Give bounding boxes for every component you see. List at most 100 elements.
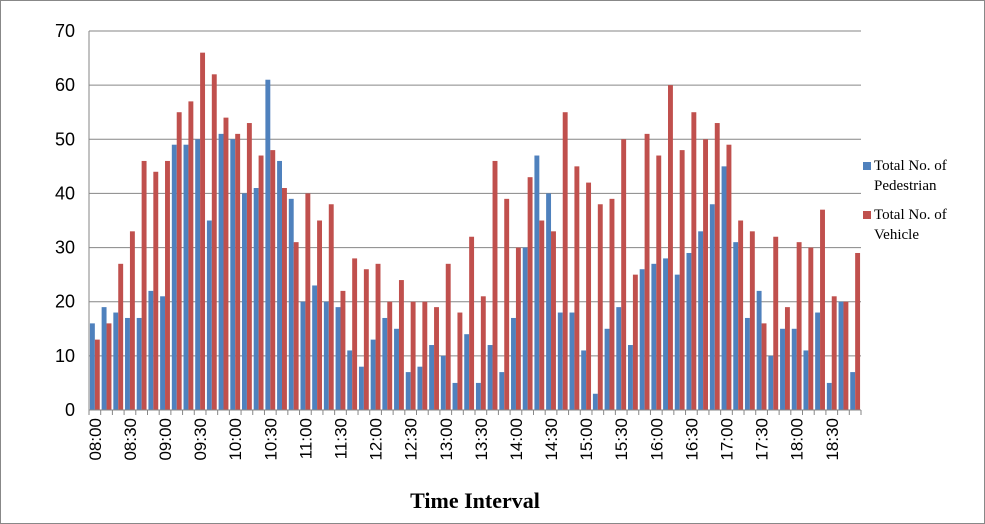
x-tick-label: 12:00: [367, 418, 386, 461]
bar: [843, 301, 849, 410]
bar: [223, 117, 229, 410]
bar: [527, 177, 533, 410]
bar: [235, 133, 241, 410]
bar: [323, 301, 329, 410]
x-tick-label: 18:30: [823, 418, 842, 461]
bar: [429, 345, 435, 410]
bar: [241, 193, 247, 410]
bar: [831, 296, 837, 410]
bar: [370, 339, 376, 410]
bar: [218, 133, 224, 410]
bar: [738, 220, 744, 410]
y-tick-label: 50: [55, 129, 75, 149]
bar: [94, 339, 100, 410]
bar: [125, 317, 130, 410]
bar: [211, 74, 217, 411]
bar: [621, 139, 627, 411]
bar: [749, 231, 755, 410]
legend-item: Total No. of Pedestrian: [863, 156, 984, 196]
bar: [815, 312, 821, 410]
legend: Total No. of Pedestrian Total No. of Vehi…: [863, 156, 984, 254]
bar: [574, 166, 580, 410]
bar: [644, 133, 650, 410]
x-tick-label: 11:30: [331, 418, 350, 459]
bar: [206, 220, 212, 410]
bar: [293, 242, 299, 410]
bar: [270, 150, 276, 410]
bar: [265, 79, 271, 410]
bar: [796, 242, 802, 410]
bar: [382, 317, 388, 410]
x-tick-label: 09:00: [156, 418, 175, 461]
bar: [160, 296, 166, 410]
bar: [632, 274, 638, 410]
x-tick-label: 14:00: [507, 418, 526, 461]
x-tick-label: 11:00: [296, 418, 315, 459]
bar: [195, 139, 201, 411]
bar: [246, 123, 252, 411]
bar: [129, 231, 135, 410]
bar: [709, 204, 715, 410]
x-tick-label: 14:30: [542, 418, 561, 461]
bar: [691, 112, 697, 410]
bar: [363, 269, 369, 410]
bar: [282, 188, 287, 410]
bar: [499, 372, 505, 410]
bar: [328, 204, 334, 410]
bar: [277, 160, 282, 410]
bar: [850, 372, 856, 410]
y-tick-label: 20: [55, 292, 75, 312]
bar: [480, 296, 486, 410]
bar: [464, 334, 470, 410]
legend-swatch: [863, 162, 871, 170]
bar: [721, 166, 727, 410]
bar: [522, 247, 528, 410]
legend-swatch: [863, 211, 871, 219]
x-tick-label: 08:00: [86, 418, 105, 461]
legend-item: Total No. of Vehicle: [863, 205, 984, 245]
x-tick-label: 08:30: [121, 418, 140, 461]
bar: [317, 220, 323, 410]
bar: [398, 280, 404, 410]
x-tick-label: 13:00: [437, 418, 456, 461]
bar: [546, 193, 552, 410]
bar: [475, 382, 481, 410]
bar: [457, 312, 463, 410]
bar: [569, 312, 575, 410]
bar: [258, 155, 264, 410]
y-tick-label: 60: [55, 75, 75, 95]
bar: [557, 312, 563, 410]
bar: [551, 231, 556, 410]
bar: [780, 328, 785, 410]
bar: [188, 101, 194, 410]
bar: [253, 188, 259, 410]
bar: [335, 307, 341, 410]
bar: [101, 307, 107, 410]
bar: [165, 160, 170, 410]
bar: [312, 285, 318, 410]
bar: [440, 355, 446, 410]
x-tick-label: 10:30: [261, 418, 280, 461]
bar: [300, 301, 306, 410]
bar: [410, 301, 416, 410]
bar: [153, 171, 159, 410]
y-tick-label: 30: [55, 238, 75, 258]
bar: [756, 290, 762, 410]
bar: [352, 258, 358, 410]
bar: [141, 160, 147, 410]
x-tick-label: 15:30: [612, 418, 631, 461]
x-tick-label: 15:00: [577, 418, 596, 461]
bar: [176, 112, 182, 410]
x-tick-label: 18:00: [788, 418, 807, 461]
bar: [511, 317, 516, 410]
bar: [639, 269, 645, 410]
x-axis-title: Time Interval: [410, 488, 540, 513]
bar: [668, 85, 673, 411]
bar: [826, 382, 832, 410]
bar: [744, 317, 750, 410]
x-tick-label: 17:00: [717, 418, 736, 461]
bar: [539, 220, 545, 410]
bar: [200, 52, 206, 411]
bar: [534, 155, 540, 410]
bar: [106, 323, 112, 410]
